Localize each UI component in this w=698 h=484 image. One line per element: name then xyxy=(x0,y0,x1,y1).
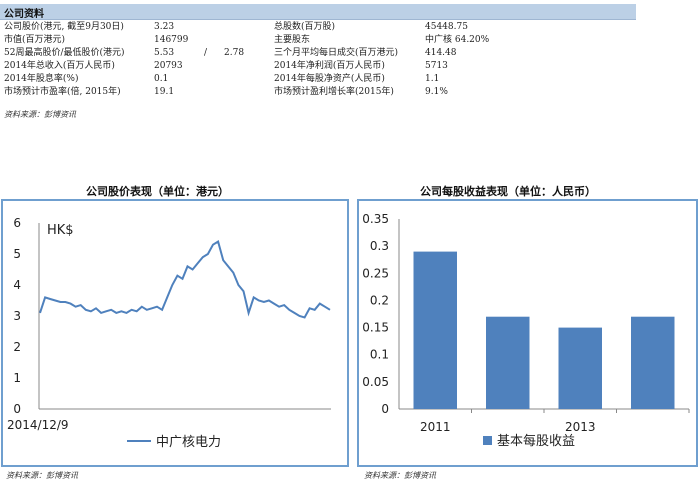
info-value: 2.78 xyxy=(224,48,245,58)
info-label: 2014年净利润(百万人民币) xyxy=(274,61,385,71)
info-label: 主要股东 xyxy=(274,35,311,45)
price-chart-source: 资料来源：彭博资讯 xyxy=(6,471,78,480)
info-value: 1.1 xyxy=(425,74,440,84)
info-value: 3.23 xyxy=(154,22,175,32)
info-value: 9.1% xyxy=(425,87,448,97)
info-separator: / xyxy=(204,48,208,58)
legend-label: 基本每股收益 xyxy=(497,433,575,449)
x-tick-label: 2013 xyxy=(565,420,596,434)
y-tick-label: 2 xyxy=(13,340,21,354)
info-value: 45448.75 xyxy=(425,22,468,32)
y-tick-label: 0.05 xyxy=(362,375,389,389)
y-tick-label: 1 xyxy=(13,371,21,385)
info-value: 19.1 xyxy=(154,87,175,97)
eps-chart-title: 公司每股收益表现（单位：人民币） xyxy=(420,185,596,198)
price-series-line xyxy=(39,240,331,319)
y-tick-label: 5 xyxy=(13,247,21,261)
section-title: 公司资料 xyxy=(4,9,44,20)
y-tick-label: 4 xyxy=(13,278,21,292)
y-tick-label: 0.35 xyxy=(362,212,389,226)
info-label: 三个月平均每日成交(百万港元) xyxy=(274,48,399,58)
info-label: 市值(百万港元) xyxy=(4,35,66,45)
y-tick-label: 0.15 xyxy=(362,321,389,335)
y-tick-label: 0 xyxy=(13,402,21,416)
y-tick-label: 0.2 xyxy=(370,293,389,307)
info-label: 2014年总收入(百万人民币) xyxy=(4,61,115,71)
price-chart-title: 公司股价表现（单位：港元） xyxy=(86,185,229,198)
info-value: 414.48 xyxy=(425,48,457,58)
eps-bar xyxy=(486,316,530,409)
info-row: 公司股价(港元, 截至9月30日) 3.23 总股数(百万股) 45448.75 xyxy=(4,21,636,34)
y-tick-label: 0.3 xyxy=(370,239,389,253)
y-tick-label: 0.25 xyxy=(362,266,389,280)
info-row: 2014年股息率(%) 0.1 2014年每股净资产(人民币) 1.1 xyxy=(4,73,636,86)
info-label: 市场预计盈利增长率(2015年) xyxy=(274,87,394,97)
unit-label: HK$ xyxy=(47,223,74,238)
y-tick-label: 3 xyxy=(13,309,21,323)
source-note: 资料来源：彭博资讯 xyxy=(4,110,76,119)
price-chart: 0 1 2 3 4 5 6 HK$ 2014/12/9 中广核电力 xyxy=(7,216,331,450)
eps-bar xyxy=(413,251,457,409)
info-row: 52周最高股价/最低股价(港元) 5.53 / 2.78 三个月平均每日成交(百… xyxy=(4,47,636,60)
eps-chart: 0 0.05 0.1 0.15 0.2 0.25 0.3 0.35 2011 2013 基本每股… xyxy=(362,212,690,449)
legend-label: 中广核电力 xyxy=(156,435,221,450)
x-tick-label: 2011 xyxy=(420,420,451,434)
legend-swatch xyxy=(483,436,492,445)
header-bar: 公司资料 xyxy=(0,4,636,20)
info-row: 市场预计市盈率(倍, 2015年) 19.1 市场预计盈利增长率(2015年) … xyxy=(4,86,636,99)
info-label: 公司股价(港元, 截至9月30日) xyxy=(4,22,124,32)
info-value: 5713 xyxy=(425,61,448,71)
info-label: 市场预计市盈率(倍, 2015年) xyxy=(4,87,121,97)
info-value: 0.1 xyxy=(154,74,169,84)
info-row: 2014年总收入(百万人民币) 20793 2014年净利润(百万人民币) 57… xyxy=(4,60,636,73)
info-table: 公司股价(港元, 截至9月30日) 3.23 总股数(百万股) 45448.75… xyxy=(4,21,636,99)
eps-bar xyxy=(558,327,602,409)
y-tick-label: 0 xyxy=(381,402,389,416)
eps-bar xyxy=(631,316,675,409)
info-label: 2014年股息率(%) xyxy=(4,74,79,84)
info-value: 20793 xyxy=(154,61,183,71)
eps-chart-source: 资料来源：彭博资讯 xyxy=(364,471,436,480)
info-value: 5.53 xyxy=(154,48,175,58)
info-value: 中广核 64.20% xyxy=(425,35,490,45)
info-label: 2014年每股净资产(人民币) xyxy=(274,74,385,84)
y-tick-label: 0.1 xyxy=(370,348,389,362)
info-row: 市值(百万港元) 146799 主要股东 中广核 64.20% xyxy=(4,34,636,47)
info-label: 52周最高股价/最低股价(港元) xyxy=(4,48,125,58)
info-label: 总股数(百万股) xyxy=(274,22,336,32)
y-tick-label: 6 xyxy=(13,216,21,230)
eps-chart-frame: 0 0.05 0.1 0.15 0.2 0.25 0.3 0.35 2011 2013 基本每股… xyxy=(357,199,698,467)
info-value: 146799 xyxy=(154,35,189,45)
x-tick-label: 2014/12/9 xyxy=(7,418,69,432)
price-chart-frame: 0 1 2 3 4 5 6 HK$ 2014/12/9 中广核电力 xyxy=(1,199,349,467)
